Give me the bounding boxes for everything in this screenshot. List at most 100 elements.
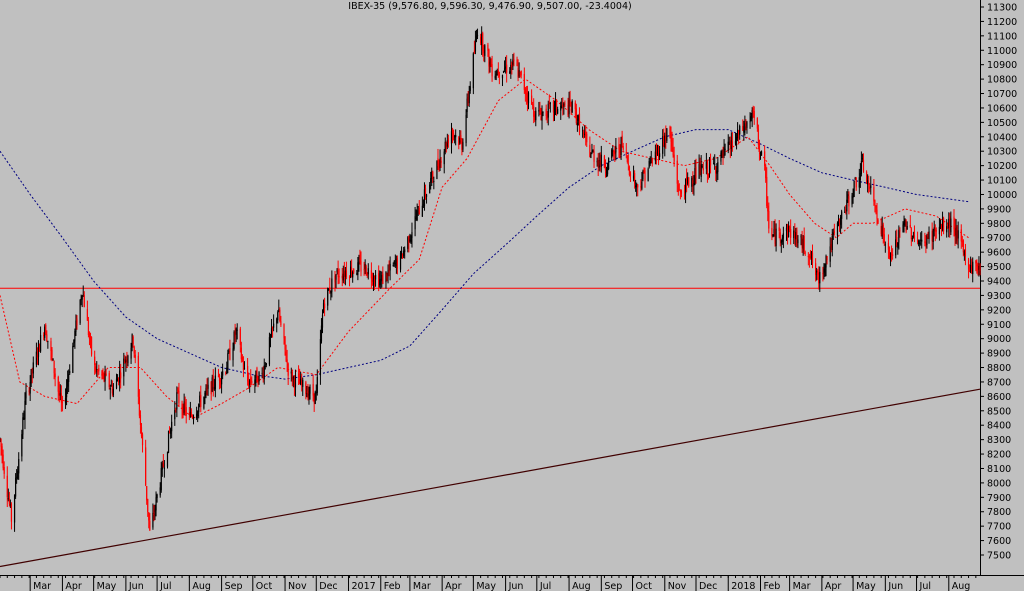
candle-body [636, 183, 638, 188]
candle-body [892, 254, 894, 256]
candle-body [278, 309, 280, 313]
candle-body [723, 147, 725, 156]
candle-body [666, 128, 668, 141]
candle-body [589, 144, 591, 157]
candle-body [598, 159, 600, 168]
candle-body [116, 378, 119, 382]
candle-body [664, 135, 666, 148]
candle-body [684, 178, 687, 194]
candle-body [357, 262, 359, 275]
candle-body [287, 363, 289, 376]
candle-body [24, 400, 26, 420]
candle-body [557, 108, 559, 114]
candle-body [585, 131, 587, 137]
candle-body [197, 411, 199, 417]
candle-body [439, 158, 441, 168]
candle-body [345, 270, 348, 277]
candle-body [954, 227, 956, 237]
candle-body [947, 224, 949, 226]
candle-body [724, 148, 726, 150]
candle-body [30, 369, 32, 384]
candle-body [800, 235, 802, 238]
candle-body [182, 406, 184, 416]
candle-body [644, 170, 646, 181]
candle-body [269, 336, 272, 338]
candle-body [750, 116, 752, 121]
candle-body [203, 397, 205, 409]
candle-body [146, 486, 148, 501]
x-tick-label: Mar [413, 581, 431, 591]
candle-body [348, 276, 351, 278]
candle-body [895, 239, 897, 256]
candle-body [233, 332, 235, 349]
y-tick-label: 9700 [987, 233, 1011, 244]
candle-body [371, 277, 374, 283]
candle-body [671, 139, 673, 147]
candle-body [767, 205, 769, 212]
candle-body [365, 266, 367, 276]
candle-body [200, 394, 202, 407]
candle-body [410, 236, 412, 243]
candle-body [467, 97, 469, 102]
candle-body [302, 379, 304, 387]
candle-body [363, 268, 365, 271]
candle-body [563, 103, 565, 106]
candle-body [869, 186, 871, 190]
x-tick-label: Jul [539, 581, 551, 591]
candle-body [443, 151, 445, 165]
candle-body [293, 377, 296, 388]
candle-body [220, 375, 223, 385]
candle-body [619, 148, 621, 153]
candle-body [429, 184, 431, 194]
candle-body [775, 228, 777, 246]
candle-body [590, 153, 592, 158]
candle-body [862, 159, 865, 172]
candle-body [338, 276, 340, 278]
candle-body [36, 354, 39, 358]
candle-body [720, 152, 722, 162]
candle-body [68, 374, 70, 383]
candle-body [802, 238, 804, 249]
candle-body [519, 71, 521, 73]
candle-body [108, 373, 110, 388]
candle-body [970, 264, 972, 273]
candle-body [126, 358, 128, 361]
candle-body [171, 421, 173, 432]
candle-body [583, 132, 585, 135]
candle-body [882, 224, 884, 235]
candle-body [309, 386, 311, 394]
candle-body [222, 371, 224, 376]
candle-body [54, 373, 56, 378]
y-tick-label: 11300 [987, 3, 1017, 14]
candle-body [156, 494, 158, 499]
x-tick-label: 2018 [731, 581, 755, 591]
candle-body [935, 230, 937, 232]
candle-body [381, 275, 383, 282]
candle-body [502, 71, 505, 73]
y-tick-label: 11100 [987, 31, 1017, 42]
candle-body [861, 158, 864, 160]
candle-body [809, 255, 812, 259]
candle-body [226, 367, 228, 375]
candle-body [25, 390, 27, 399]
candle-body [803, 236, 805, 252]
candle-body [643, 171, 645, 174]
candle-body [955, 228, 957, 236]
x-tick-label: Nov [668, 581, 687, 591]
candle-body [263, 365, 265, 380]
candle-body [604, 167, 607, 171]
candle-body [759, 152, 762, 154]
candle-body [496, 70, 498, 76]
candle-body [822, 273, 824, 275]
candle-body [829, 246, 831, 262]
candle-body [343, 271, 345, 277]
candle-body [465, 114, 467, 144]
candle-body [328, 289, 330, 291]
candle-body [219, 380, 222, 383]
candle-body [781, 237, 783, 242]
candle-body [535, 110, 537, 121]
candle-body [268, 337, 271, 365]
candle-body [431, 171, 433, 179]
candle-body [554, 101, 557, 107]
candle-body [786, 225, 789, 238]
